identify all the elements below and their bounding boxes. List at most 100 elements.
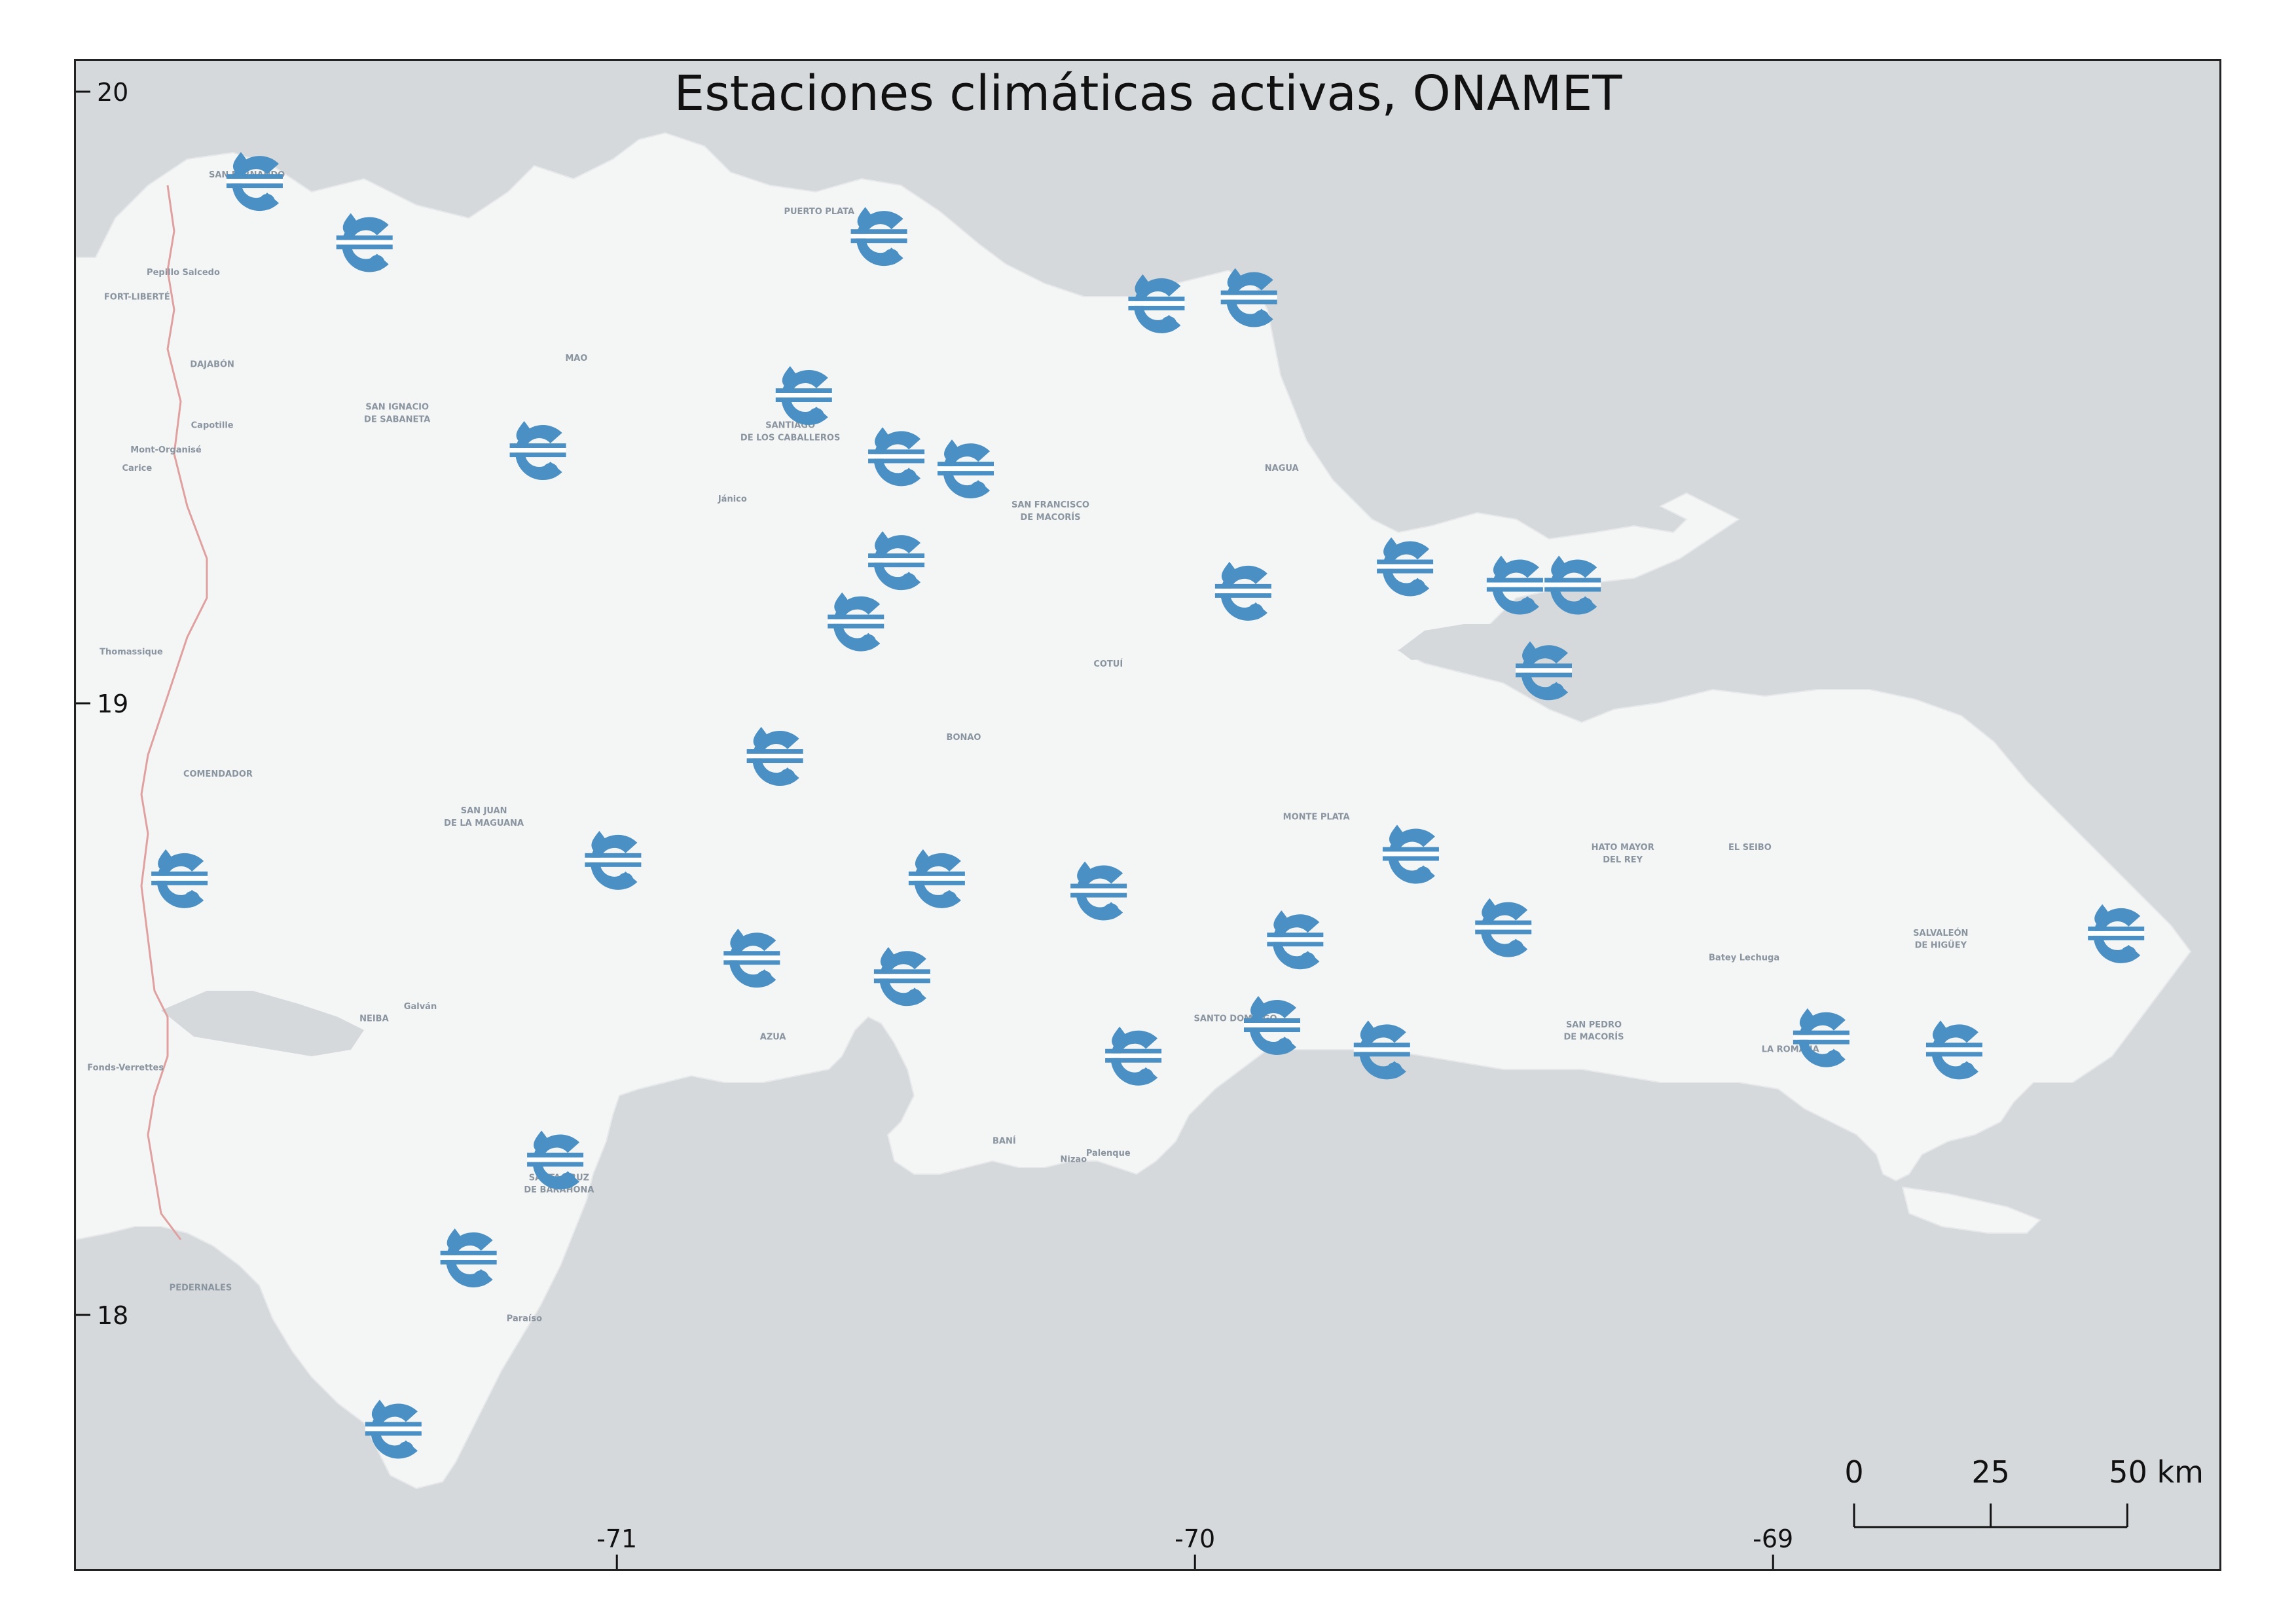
onamet-station-icon[interactable] bbox=[1382, 824, 1439, 884]
station-icon-gap bbox=[1544, 582, 1601, 587]
station-icon-drop bbox=[753, 727, 769, 750]
station-markers[interactable] bbox=[76, 152, 2145, 1459]
place-label: NEIBA bbox=[359, 1014, 389, 1024]
place-label: MONTE PLATA bbox=[1283, 812, 1350, 822]
station-icon-bar bbox=[440, 1250, 497, 1255]
station-icon-bar bbox=[1267, 932, 1324, 938]
onamet-station-icon[interactable] bbox=[585, 830, 642, 890]
station-icon-dot bbox=[906, 989, 922, 1005]
onamet-station-icon[interactable] bbox=[1244, 996, 1301, 1056]
onamet-station-icon[interactable] bbox=[1105, 1026, 1162, 1086]
onamet-station-icon[interactable] bbox=[1220, 268, 1277, 327]
station-icon-gap bbox=[1377, 564, 1434, 569]
place-label: AZUA bbox=[760, 1033, 786, 1043]
station-icon-drop bbox=[834, 592, 850, 615]
place-label: DE MACORÍS bbox=[1020, 512, 1080, 523]
station-icon-drop bbox=[875, 531, 891, 554]
station-icon-bar bbox=[908, 871, 965, 876]
onamet-station-icon[interactable] bbox=[938, 439, 994, 499]
station-icon-bar bbox=[527, 1162, 584, 1167]
station-icon-bar bbox=[585, 862, 642, 867]
onamet-station-icon[interactable] bbox=[746, 727, 803, 786]
station-icon-bar bbox=[868, 563, 925, 568]
place-label: FORT-LIBERTÉ bbox=[104, 292, 170, 303]
station-icon-bar bbox=[746, 749, 803, 754]
onamet-station-icon[interactable] bbox=[1128, 274, 1185, 333]
onamet-station-icon[interactable] bbox=[828, 592, 884, 652]
station-icon-drop bbox=[1383, 537, 1400, 560]
onamet-station-icon[interactable] bbox=[868, 427, 925, 487]
station-icon-dot bbox=[1138, 1068, 1154, 1084]
onamet-station-icon[interactable] bbox=[1070, 861, 1127, 921]
station-icon-bar bbox=[1105, 1048, 1162, 1054]
onamet-station-icon[interactable] bbox=[1214, 561, 1271, 621]
station-icon-drop bbox=[1077, 861, 1093, 884]
onamet-station-icon[interactable] bbox=[1793, 1008, 1850, 1067]
station-icon-drop bbox=[730, 929, 746, 951]
onamet-station-icon[interactable] bbox=[1475, 898, 1532, 957]
onamet-station-icon[interactable] bbox=[873, 947, 930, 1006]
station-icon-dot bbox=[779, 769, 795, 785]
onamet-station-icon[interactable] bbox=[440, 1228, 497, 1287]
onamet-station-icon[interactable] bbox=[1486, 555, 1543, 615]
station-icon-dot bbox=[1577, 597, 1594, 614]
station-icon-gap bbox=[775, 393, 832, 397]
station-icon-bar bbox=[828, 623, 884, 629]
station-icon-dot bbox=[901, 469, 917, 485]
samana-bay bbox=[1398, 618, 1595, 660]
onamet-station-icon[interactable] bbox=[1377, 537, 1434, 597]
station-icon-bar bbox=[1353, 1043, 1410, 1048]
station-icon-drop bbox=[446, 1228, 463, 1251]
land-saona bbox=[1901, 1186, 2041, 1234]
onamet-station-icon[interactable] bbox=[850, 207, 907, 267]
onamet-station-icon[interactable] bbox=[868, 531, 925, 591]
onamet-station-icon[interactable] bbox=[509, 421, 566, 481]
onamet-station-icon[interactable] bbox=[775, 366, 832, 425]
onamet-station-icon[interactable] bbox=[527, 1130, 584, 1190]
onamet-station-icon[interactable] bbox=[151, 849, 208, 908]
place-label: Jánico bbox=[718, 494, 747, 504]
scale-bar: 0 25 50 km bbox=[1844, 1454, 2204, 1528]
station-icon-drop bbox=[1932, 1020, 1948, 1043]
station-icon-dot bbox=[259, 194, 275, 210]
station-icon-dot bbox=[369, 255, 385, 271]
station-icon-drop bbox=[944, 439, 960, 462]
station-icon-bar bbox=[868, 458, 925, 464]
onamet-station-icon[interactable] bbox=[1516, 641, 1573, 701]
onamet-station-icon[interactable] bbox=[908, 849, 965, 908]
map-title: Estaciones climáticas activas, ONAMET bbox=[674, 65, 1622, 122]
station-icon-bar bbox=[1486, 578, 1543, 583]
station-icon-bar bbox=[527, 1153, 584, 1158]
place-label: Carice bbox=[122, 464, 152, 473]
onamet-station-icon[interactable] bbox=[1353, 1020, 1410, 1080]
station-icon-bar bbox=[873, 969, 930, 974]
onamet-station-icon[interactable] bbox=[2088, 904, 2145, 963]
onamet-station-icon[interactable] bbox=[1544, 555, 1601, 615]
station-icon-bar bbox=[226, 174, 283, 179]
onamet-station-icon[interactable] bbox=[1925, 1020, 1982, 1080]
station-icon-bar bbox=[775, 388, 832, 393]
place-label: MAO bbox=[565, 354, 587, 363]
onamet-station-icon[interactable] bbox=[723, 929, 780, 988]
station-icon-bar bbox=[746, 758, 803, 764]
station-icon-dot bbox=[1386, 1062, 1402, 1079]
station-icon-drop bbox=[782, 366, 798, 388]
onamet-station-icon[interactable] bbox=[1267, 910, 1324, 970]
station-icon-drop bbox=[1135, 274, 1151, 297]
place-label: Capotille bbox=[191, 421, 234, 431]
station-icon-bar bbox=[365, 1422, 422, 1427]
onamet-station-icon[interactable] bbox=[336, 213, 393, 272]
station-icon-drop bbox=[1360, 1020, 1376, 1043]
station-icon-bar bbox=[2088, 935, 2145, 940]
station-icon-gap bbox=[1516, 668, 1573, 673]
onamet-station-icon[interactable] bbox=[365, 1399, 422, 1459]
station-icon-bar bbox=[1475, 929, 1532, 934]
onamet-station-icon[interactable] bbox=[226, 152, 283, 212]
station-icon-bar bbox=[1267, 942, 1324, 947]
place-label: DE LOS CABALLEROS bbox=[740, 433, 840, 443]
station-icon-gap bbox=[1267, 937, 1324, 942]
station-icon-dot bbox=[901, 573, 917, 589]
lon-tick-label: -69 bbox=[1753, 1524, 1793, 1553]
